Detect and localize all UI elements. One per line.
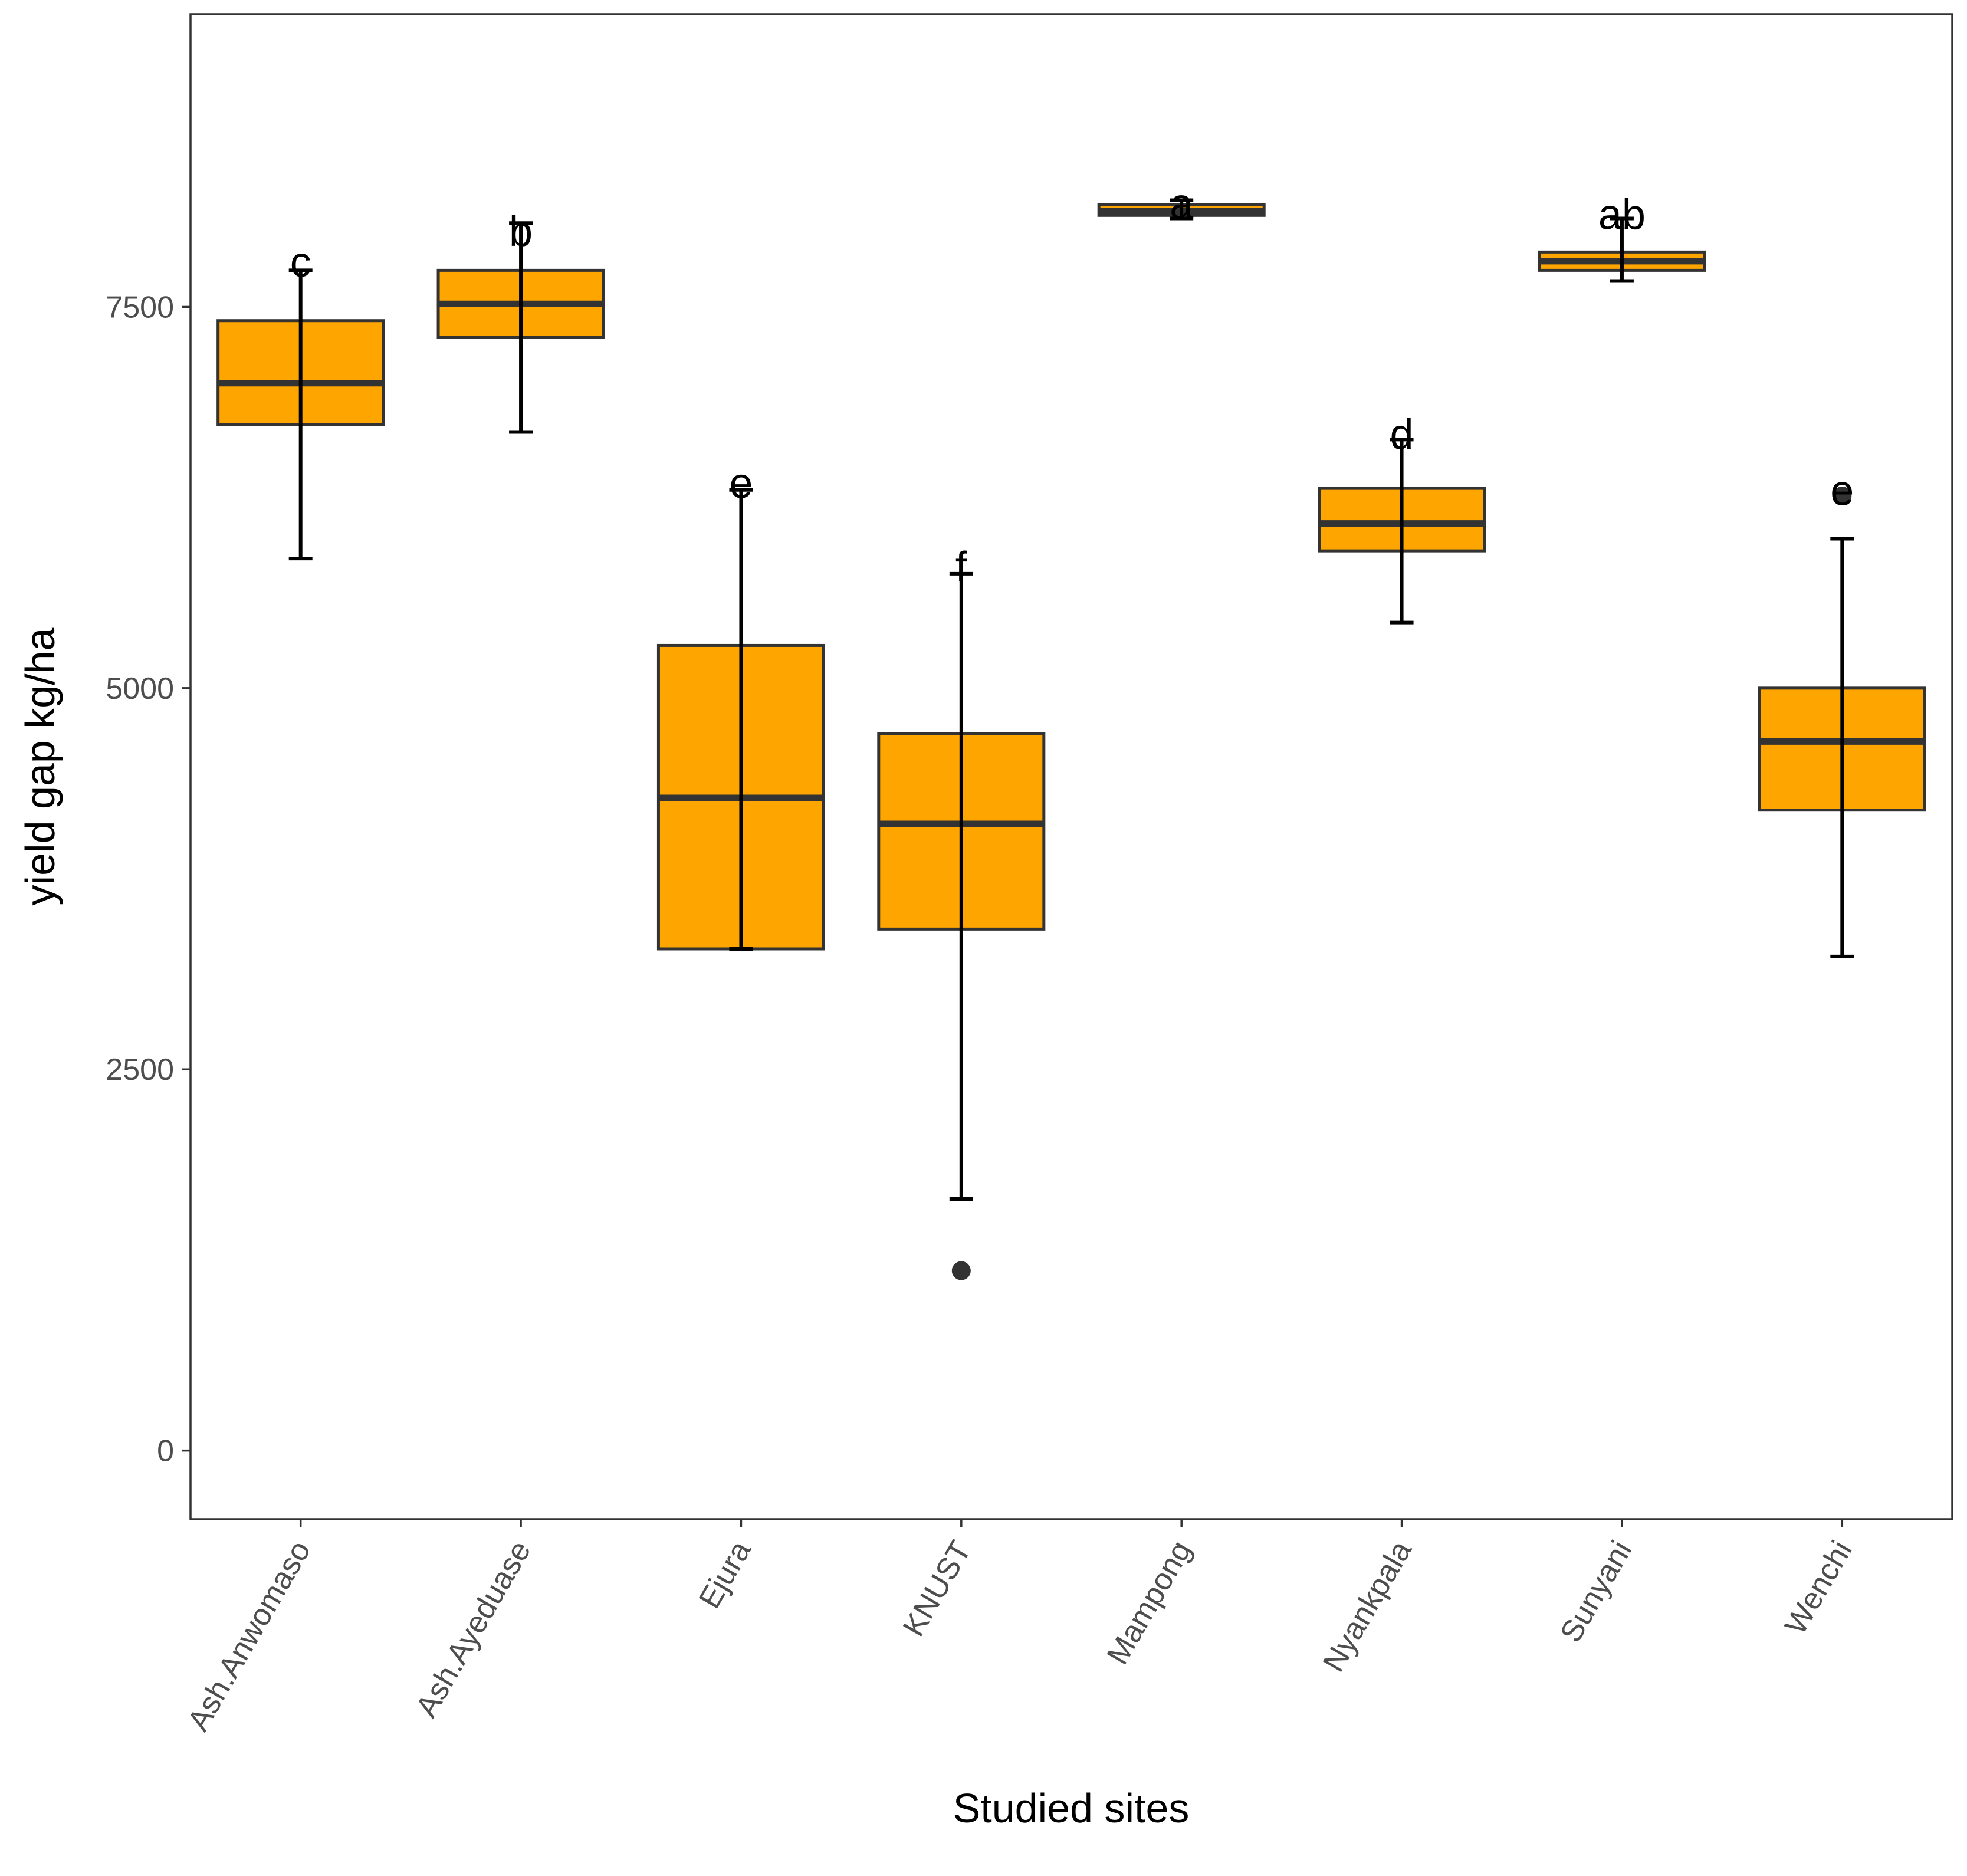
outlier-point <box>1833 487 1852 506</box>
x-axis-title: Studied sites <box>953 1785 1190 1831</box>
box-group: c <box>216 239 385 561</box>
significance-letter: d <box>1390 411 1414 458</box>
y-axis-title: yield gap kg/ha <box>17 627 63 905</box>
significance-letter: e <box>1830 468 1854 515</box>
y-tick-label: 2500 <box>106 1053 174 1087</box>
significance-letter: f <box>955 544 968 591</box>
box-group: f <box>877 544 1046 1280</box>
outlier-point <box>951 1261 971 1280</box>
box-group: e <box>1758 468 1926 958</box>
significance-letter: e <box>729 460 753 507</box>
box-group: b <box>436 208 605 434</box>
significance-letter: b <box>509 208 533 255</box>
y-axis: 0 2500 5000 7500 <box>106 290 191 1468</box>
boxes-layer: c b e f a d ab e <box>216 181 1926 1280</box>
box-group: ab <box>1538 192 1706 283</box>
box-group: e <box>656 460 825 951</box>
significance-letter: a <box>1170 181 1194 228</box>
significance-letter: c <box>290 239 311 286</box>
y-tick-label: 0 <box>157 1434 174 1468</box>
plot-panel-border <box>189 13 1953 1520</box>
y-tick-label: 7500 <box>106 290 174 324</box>
significance-letter: ab <box>1598 192 1646 239</box>
box-group: d <box>1318 411 1486 625</box>
box-group: a <box>1097 181 1266 228</box>
y-tick-label: 5000 <box>106 672 174 706</box>
